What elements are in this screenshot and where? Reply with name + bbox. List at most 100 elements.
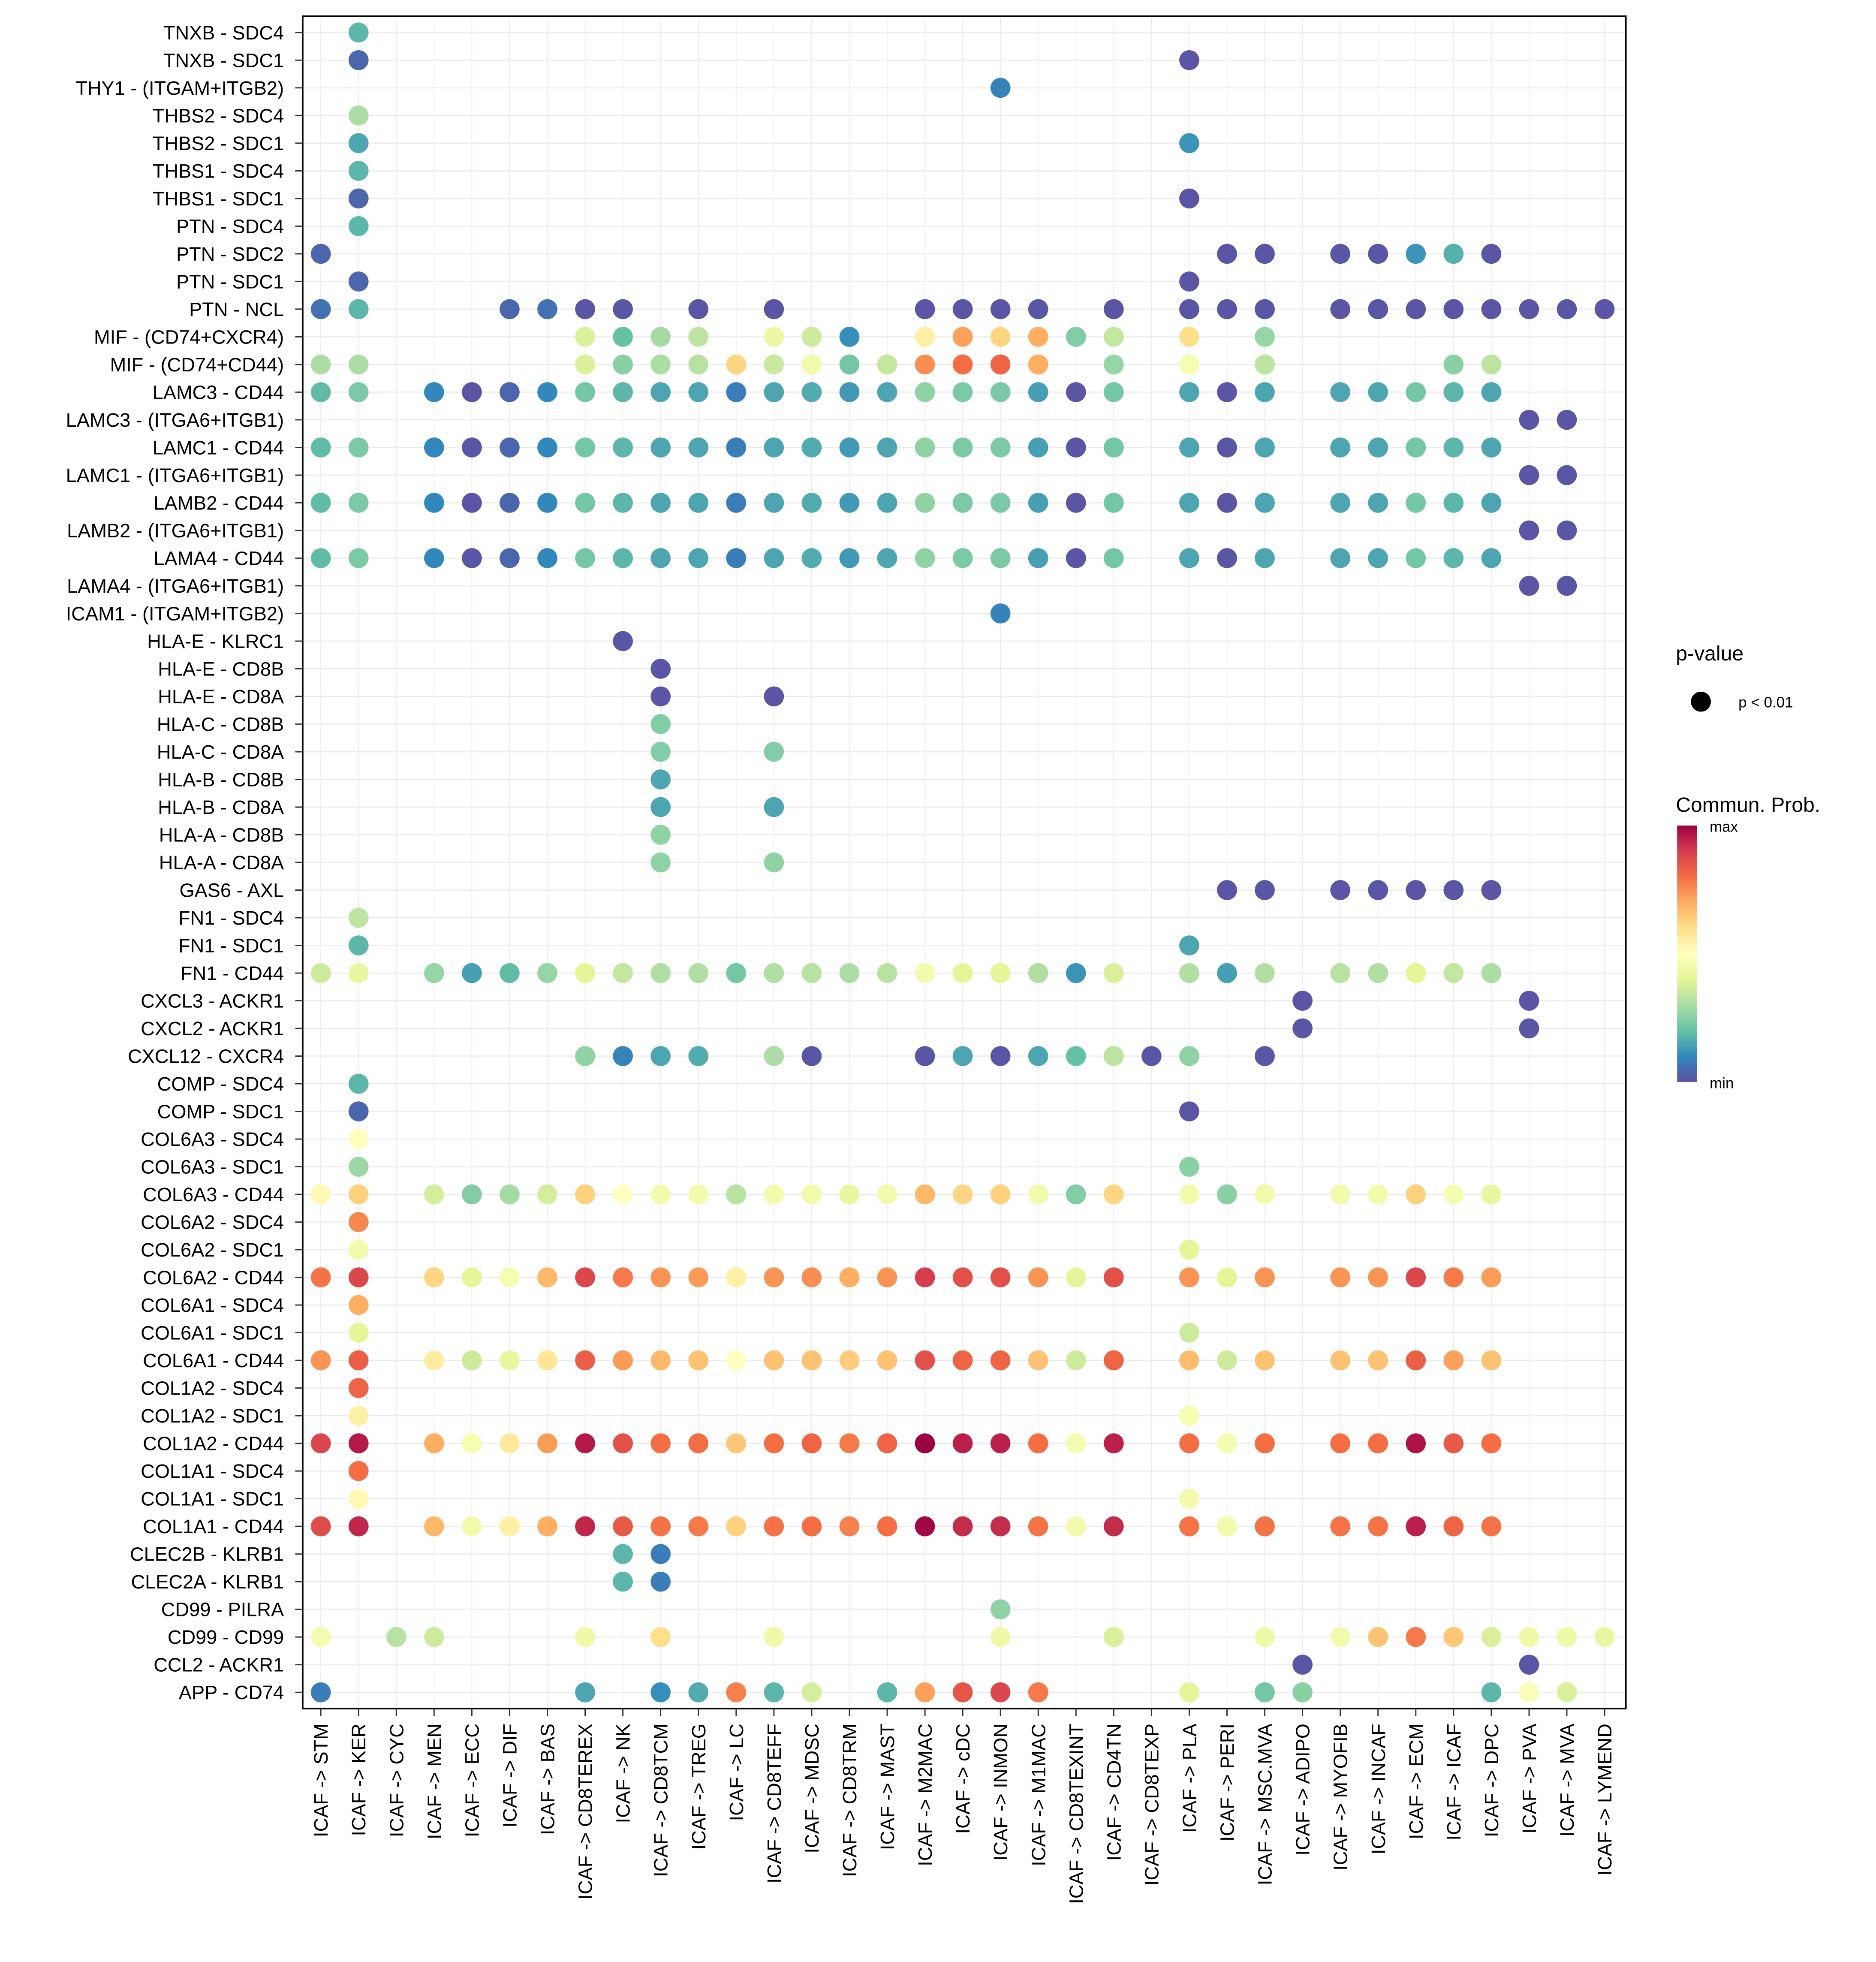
x-tick-label: ICAF -> LC xyxy=(726,1724,747,1821)
data-point xyxy=(952,1267,973,1287)
data-point xyxy=(1255,244,1275,264)
data-point xyxy=(764,1433,784,1453)
y-tick-label: COL6A1 - SDC4 xyxy=(141,1294,284,1316)
y-tick-label: COMP - SDC1 xyxy=(157,1101,284,1123)
data-point xyxy=(462,963,482,983)
data-point xyxy=(1028,548,1048,568)
data-point xyxy=(1330,548,1350,568)
data-point xyxy=(688,1267,709,1287)
data-point xyxy=(990,493,1011,513)
data-point xyxy=(801,1184,822,1205)
data-point xyxy=(726,548,747,568)
data-point xyxy=(1481,299,1502,319)
data-point xyxy=(952,1682,973,1703)
data-point xyxy=(688,437,709,458)
data-point xyxy=(500,437,520,458)
data-point xyxy=(952,437,973,458)
data-point xyxy=(1406,1627,1426,1647)
y-tick-label: LAMC3 - CD44 xyxy=(153,381,284,403)
data-point xyxy=(1330,1267,1350,1287)
data-point xyxy=(1255,1627,1275,1647)
data-point xyxy=(915,299,935,319)
data-point xyxy=(650,1350,671,1371)
data-point xyxy=(462,1433,482,1453)
data-point xyxy=(1028,354,1048,375)
data-point xyxy=(310,1184,331,1205)
data-point xyxy=(1179,299,1199,319)
data-point xyxy=(613,1571,633,1592)
data-point xyxy=(462,493,482,513)
data-point xyxy=(348,1267,369,1287)
data-point xyxy=(1519,991,1539,1011)
data-point xyxy=(650,1627,671,1647)
data-point xyxy=(575,437,595,458)
data-point xyxy=(1443,382,1464,402)
data-point xyxy=(537,1516,557,1537)
data-point xyxy=(575,1516,595,1537)
data-point xyxy=(1292,1655,1313,1675)
data-point xyxy=(1179,1682,1199,1703)
data-point xyxy=(650,741,671,762)
data-point xyxy=(990,354,1011,375)
data-point xyxy=(537,963,557,983)
y-tick-label: COMP - SDC4 xyxy=(157,1073,284,1095)
data-point xyxy=(952,493,973,513)
x-tick-label: ICAF -> cDC xyxy=(952,1724,974,1834)
y-tick-label: HLA-C - CD8B xyxy=(157,714,284,735)
data-point xyxy=(537,1267,557,1287)
data-point xyxy=(839,437,860,458)
data-point xyxy=(1368,1267,1388,1287)
data-point xyxy=(1330,880,1350,900)
data-point xyxy=(1066,327,1086,347)
data-point xyxy=(726,1350,747,1371)
x-tick-label: ICAF -> MAST xyxy=(876,1724,898,1850)
data-point xyxy=(801,1433,822,1453)
y-tick-label: HLA-E - KLRC1 xyxy=(147,630,284,652)
data-point xyxy=(348,1101,369,1121)
data-point xyxy=(537,1184,557,1205)
data-point xyxy=(1330,493,1350,513)
data-point xyxy=(1103,1433,1124,1453)
data-point xyxy=(1292,1682,1313,1703)
data-point xyxy=(726,1516,747,1537)
y-tick-label: FN1 - SDC4 xyxy=(178,907,284,929)
data-point xyxy=(726,963,747,983)
data-point xyxy=(1481,1682,1502,1703)
data-point xyxy=(1406,1433,1426,1453)
data-point xyxy=(1519,299,1539,319)
data-point xyxy=(1255,354,1275,375)
data-point xyxy=(348,1212,369,1232)
data-point xyxy=(688,1046,709,1066)
data-point xyxy=(801,354,822,375)
data-point xyxy=(1179,1405,1199,1426)
data-point xyxy=(1368,548,1388,568)
data-point xyxy=(1217,963,1237,983)
data-point xyxy=(1179,382,1199,402)
legend: p-value p < 0.01 Commun. Prob. max min xyxy=(1676,642,1820,1091)
data-point xyxy=(1519,1655,1539,1675)
data-point xyxy=(1557,1682,1577,1703)
data-point xyxy=(764,382,784,402)
data-point xyxy=(1481,1516,1502,1537)
data-point xyxy=(613,963,633,983)
data-point xyxy=(500,1350,520,1371)
data-point xyxy=(1103,1046,1124,1066)
y-tick-label: LAMC1 - CD44 xyxy=(153,437,284,458)
y-tick-label: CXCL12 - CXCR4 xyxy=(128,1046,284,1067)
y-axis: TNXB - SDC4 TNXB - SDC1 THY1 - (ITGAM+ITGB… xyxy=(66,22,303,1703)
y-tick-label: FN1 - SDC1 xyxy=(178,935,284,957)
data-point xyxy=(1255,548,1275,568)
data-point xyxy=(1103,354,1124,375)
y-tick-label: PTN - SDC2 xyxy=(176,243,284,265)
data-point xyxy=(1519,1627,1539,1647)
data-point xyxy=(1103,437,1124,458)
data-point xyxy=(1519,576,1539,596)
legend-colorbar-max: max xyxy=(1710,819,1738,835)
data-point xyxy=(348,1323,369,1343)
y-tick-label: GAS6 - AXL xyxy=(179,880,284,901)
data-point xyxy=(1481,548,1502,568)
data-point xyxy=(1255,1350,1275,1371)
data-point xyxy=(650,493,671,513)
data-point xyxy=(348,1184,369,1205)
data-point xyxy=(310,1267,331,1287)
